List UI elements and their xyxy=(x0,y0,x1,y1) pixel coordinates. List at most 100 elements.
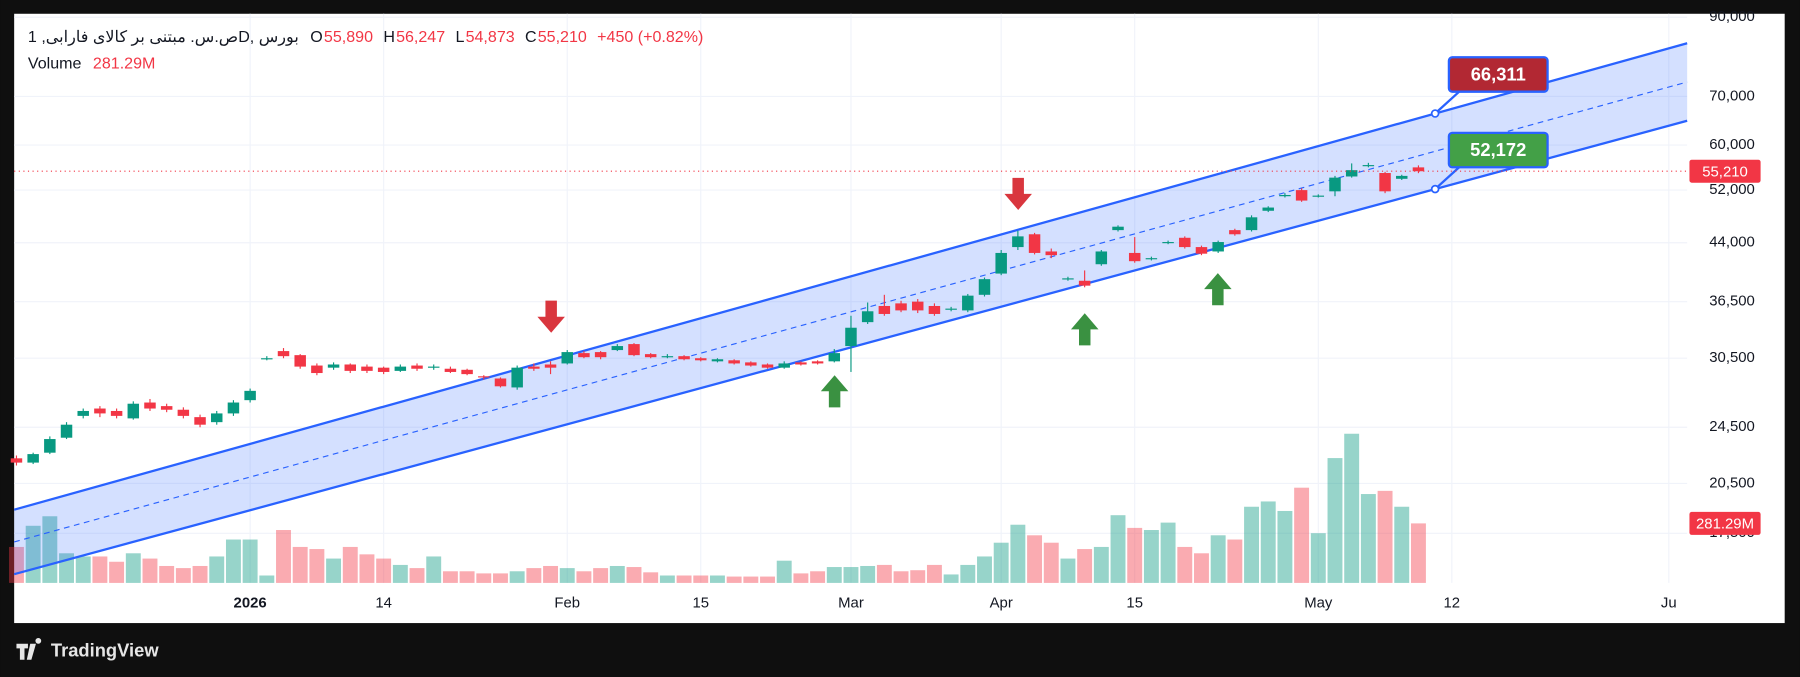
down-arrow xyxy=(537,300,565,333)
candle-body xyxy=(144,402,156,409)
candle-body xyxy=(711,359,724,362)
channel-fill xyxy=(14,43,1688,575)
candle-body xyxy=(1229,230,1241,235)
candle-body xyxy=(1329,177,1341,192)
candle-body xyxy=(1345,170,1358,177)
volume-bar xyxy=(1210,535,1226,583)
candle-body xyxy=(361,366,373,371)
up-arrow xyxy=(1070,313,1099,346)
volume-bar xyxy=(109,561,125,583)
volume-bar xyxy=(1310,533,1326,583)
grid xyxy=(14,13,1688,583)
volume-bar xyxy=(1160,522,1176,583)
y-tick-label: 30,500 xyxy=(1709,350,1755,366)
y-tick-label: 70,000 xyxy=(1709,88,1755,104)
volume-bar xyxy=(326,558,342,583)
volume-bar xyxy=(292,546,308,583)
volume-bar xyxy=(1110,515,1126,583)
ohlc-value: 55,890 xyxy=(324,28,373,46)
candle-body xyxy=(728,360,740,364)
volume-bar xyxy=(810,571,826,583)
volume-bar xyxy=(860,565,876,583)
volume-bar xyxy=(1377,490,1393,583)
candle-body xyxy=(127,403,140,419)
volume-bar xyxy=(626,567,642,583)
ohlc-key: L xyxy=(455,28,464,46)
candle-body xyxy=(294,355,306,367)
volume-bar xyxy=(659,575,675,583)
volume-bar xyxy=(125,553,141,583)
volume-bar xyxy=(1294,487,1310,583)
volume-bar xyxy=(225,539,241,583)
volume-bar xyxy=(709,575,725,583)
candle-body xyxy=(444,368,457,372)
candle-body xyxy=(327,364,340,368)
y-tick-label: 36,500 xyxy=(1709,294,1755,310)
candle-body xyxy=(695,358,707,361)
candle-body xyxy=(1128,252,1141,262)
x-tick-label: Ju xyxy=(1661,596,1677,612)
candle-body xyxy=(177,409,190,416)
volume-bar xyxy=(376,558,392,583)
candle-body xyxy=(845,327,857,347)
volume-bar xyxy=(142,558,158,583)
candle-body xyxy=(644,354,657,358)
candle-body xyxy=(1012,236,1024,248)
candle-body xyxy=(795,362,807,365)
candle-body xyxy=(377,367,390,372)
candle-body xyxy=(995,252,1007,274)
volume-bar xyxy=(1194,553,1209,583)
candle-body xyxy=(77,410,89,416)
candle-body xyxy=(94,408,106,414)
volume-bar xyxy=(509,571,525,583)
volume-bar xyxy=(776,560,792,583)
candle-body xyxy=(611,346,624,351)
candle-body xyxy=(160,406,173,410)
volume-bar xyxy=(843,567,859,583)
candle-body xyxy=(261,358,273,360)
volume-bar xyxy=(476,573,492,583)
candle-body xyxy=(1179,237,1191,248)
channel-label: 66,311 xyxy=(1471,63,1526,84)
down-arrow xyxy=(1004,177,1032,210)
volume-bar xyxy=(1127,527,1143,583)
volume-bar xyxy=(726,576,742,583)
volume-bar xyxy=(593,568,609,583)
volume-bar xyxy=(442,571,458,583)
volume-badge-label: 281.29M xyxy=(1696,516,1754,532)
candle-body xyxy=(277,351,290,357)
candle-body xyxy=(227,402,240,414)
x-tick-label: Apr xyxy=(990,596,1013,612)
candle-body xyxy=(1062,278,1074,280)
volume-bar xyxy=(576,571,592,583)
ohlc-value: 55,210 xyxy=(538,28,587,46)
candle-body xyxy=(411,365,423,369)
volume-bar xyxy=(609,565,625,583)
candle-body xyxy=(561,352,573,364)
volume-bar xyxy=(693,575,709,583)
header: ص.س. مبتنی بر کالای فارابی, 1D, بورس O 55,… xyxy=(28,28,703,72)
candle-body xyxy=(962,295,974,311)
candle-body xyxy=(1195,247,1208,254)
candle-body xyxy=(1262,207,1274,211)
candle-body xyxy=(27,454,39,463)
candle-body xyxy=(1379,173,1391,192)
volume-bar xyxy=(1244,506,1259,583)
volume-bar xyxy=(1394,506,1410,583)
volume-bar xyxy=(826,567,842,583)
candle-body xyxy=(544,364,557,368)
candle-body xyxy=(1028,234,1041,253)
volume-title: Volume xyxy=(28,55,82,73)
candle-body xyxy=(661,356,674,358)
volume-bar xyxy=(209,556,225,583)
candle-body xyxy=(1396,175,1408,179)
candle-body xyxy=(1279,194,1291,197)
candle-body xyxy=(394,366,407,371)
candle-body xyxy=(511,367,523,388)
volume-bar xyxy=(1043,542,1059,583)
volume-layer xyxy=(8,433,1426,583)
volume-bar xyxy=(926,564,942,583)
volume-bar xyxy=(409,568,425,583)
